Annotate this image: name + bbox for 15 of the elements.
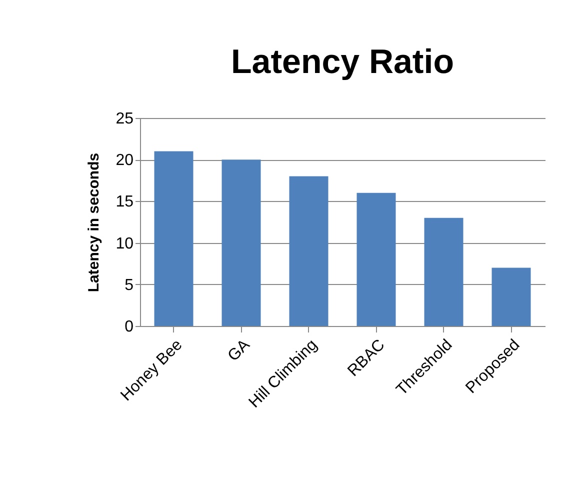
chart-title: Latency Ratio [231,43,454,81]
y-tick-label: 20 [116,152,134,170]
bar [154,151,194,326]
y-tick-label: 5 [124,276,134,294]
x-tick-label: GA [224,336,254,365]
y-axis-title: Latency in seconds [86,152,103,292]
bar [424,218,464,326]
bar [289,176,328,326]
bar [356,192,396,326]
y-tick-label: 25 [116,110,134,128]
y-tick-label: 15 [116,194,134,211]
y-tick-label: 0 [124,318,134,336]
bar [222,160,261,326]
y-tick-label: 10 [116,235,134,252]
bar [492,268,531,326]
